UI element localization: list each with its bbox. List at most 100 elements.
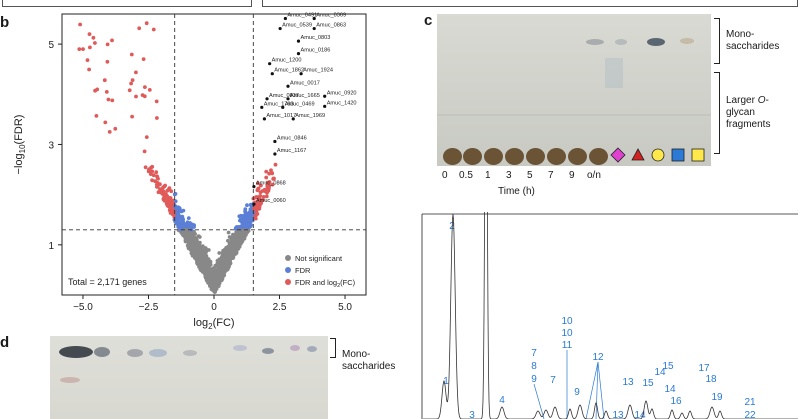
data-point [197, 241, 202, 246]
annotated-point [273, 139, 277, 144]
data-point [193, 238, 198, 243]
data-point [219, 255, 224, 260]
data-point [168, 206, 173, 211]
data-point [141, 57, 146, 61]
annotated-point [260, 105, 264, 109]
data-point [176, 210, 181, 215]
data-point [144, 135, 149, 140]
data-point [204, 266, 208, 271]
data-point [129, 52, 134, 57]
tlc-c-spots [437, 38, 711, 116]
legend-label: FDR [295, 266, 311, 275]
data-point [105, 59, 110, 64]
peak-label: 13 [622, 377, 634, 388]
data-point [271, 176, 276, 181]
y-tick-label: 1 [48, 241, 54, 252]
peak-leader-line [585, 361, 599, 419]
top-panel-frame-right [262, 0, 798, 7]
data-point [190, 222, 195, 227]
peak-label: 14 [654, 367, 666, 378]
peak-label: 8 [531, 361, 537, 372]
data-point [217, 259, 222, 263]
panel-letter-c: c [424, 12, 433, 29]
time-label: 9 [569, 170, 575, 181]
data-point [127, 88, 132, 93]
panel-letter-b: b [0, 14, 10, 31]
annotated-point [291, 117, 295, 121]
gene-annotation: Amuc_0539 [282, 23, 312, 29]
data-point [191, 245, 195, 250]
peak-label: 9 [574, 387, 580, 398]
data-point [150, 178, 155, 183]
annotated-point [286, 97, 290, 101]
data-point [258, 202, 263, 207]
data-point [203, 246, 208, 250]
data-point [235, 225, 239, 229]
peak-label: 3 [469, 410, 475, 419]
y-tick-label: 5 [48, 40, 54, 51]
data-point [227, 261, 232, 266]
peak-label: 11 [562, 340, 573, 351]
annotated-point [286, 84, 290, 88]
data-point [224, 260, 228, 265]
data-point [196, 258, 200, 263]
peak-label: 18 [705, 374, 717, 385]
y-tick-label: 3 [48, 140, 54, 151]
sample-spot [484, 148, 503, 165]
larger-italic: O [757, 95, 766, 106]
larger-prefix: Larger [726, 95, 758, 106]
data-point [238, 235, 243, 240]
standard-triangle [631, 148, 645, 161]
data-point [245, 203, 249, 208]
peak-label: 7 [531, 348, 537, 359]
data-point [264, 175, 269, 180]
sample-spot [505, 148, 524, 165]
data-point [236, 244, 241, 249]
data-point [169, 199, 174, 204]
data-point [206, 248, 211, 252]
standard-diamond [610, 147, 626, 163]
data-point [242, 228, 247, 233]
data-point [159, 189, 164, 194]
data-point [204, 273, 209, 278]
data-point [151, 27, 156, 32]
data-point [180, 216, 185, 221]
legend-label: FDR and log2(FC) [295, 278, 356, 289]
tlc-plate-c [437, 14, 711, 166]
data-point [142, 149, 147, 154]
bracket-label-mono-d: Mono- saccharides [342, 349, 396, 372]
peak-label: 19 [711, 392, 723, 403]
gene-annotation: Amuc_0863 [316, 23, 346, 29]
peak-leader-line [533, 383, 545, 419]
sample-spot [463, 148, 482, 165]
gene-annotation: Amuc_0060 [256, 198, 286, 204]
gene-annotation: Amuc_0868 [256, 181, 286, 187]
gene-annotation: Amuc_1167 [277, 148, 306, 154]
time-label: 0 [442, 170, 448, 181]
data-point [256, 181, 260, 186]
peak-label: 4 [499, 395, 505, 406]
data-point [213, 272, 218, 276]
data-point [203, 249, 207, 254]
data-point [254, 195, 259, 199]
bracket-label-larger-c: Larger O- glycan fragments [726, 95, 770, 131]
data-point [259, 183, 263, 188]
data-point [196, 244, 201, 249]
time-label: 3 [506, 170, 512, 181]
data-point [134, 70, 138, 75]
time-label: 0.5 [459, 170, 473, 181]
data-point [162, 196, 166, 201]
chromatogram-trace [423, 212, 798, 419]
data-point [256, 205, 261, 210]
data-point [154, 170, 159, 175]
data-point [173, 199, 178, 204]
data-point [270, 171, 274, 176]
data-point [165, 189, 170, 193]
data-point [232, 238, 236, 242]
top-panel-frame-left [2, 0, 252, 7]
peak-label: 10 [561, 328, 573, 339]
volcano-plot: −5.0 −2.5 0 2.5 5.0 1 3 5 log2(FC) −log10(FDR) Amu… [13, 13, 367, 331]
data-point [87, 67, 91, 72]
data-point [103, 120, 108, 125]
data-point [167, 186, 172, 191]
